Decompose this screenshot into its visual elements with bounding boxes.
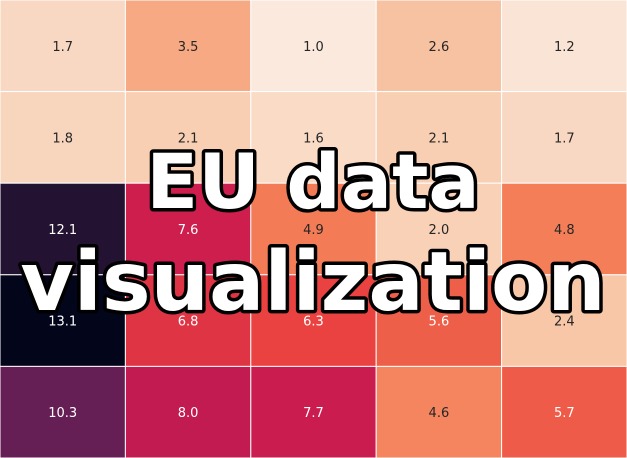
heatmap-cell-label-r1-c0: 1.8 <box>52 131 73 146</box>
heatmap-cell-label-r4-c4: 5.7 <box>554 406 575 421</box>
heatmap-cell-label-r0-c3: 2.6 <box>429 40 450 55</box>
heatmap-cell-r1-c0 <box>0 91 126 184</box>
heatmap-cell-label-r1-c2: 1.6 <box>303 131 324 146</box>
heatmap-cell-label-r2-c0: 12.1 <box>48 223 77 238</box>
heatmap-cell-label-r2-c4: 4.8 <box>554 223 575 238</box>
heatmap-cell-label-r3-c1: 6.8 <box>178 315 199 330</box>
heatmap-cell-r2-c3 <box>375 182 503 276</box>
heatmap-cell-r3-c1 <box>124 274 252 367</box>
heatmap-cell-r2-c2 <box>250 182 377 276</box>
heatmap-cell-r3-c2 <box>250 274 377 367</box>
heatmap-cell-label-r3-c3: 5.6 <box>429 315 450 330</box>
heatmap-cell-r4-c3 <box>375 365 503 458</box>
heatmap-cell-r0-c3 <box>375 0 503 93</box>
heatmap-cell-r1-c1 <box>124 91 252 184</box>
heatmap-cell-r4-c0 <box>0 365 126 458</box>
heatmap-cell-r2-c1 <box>124 182 252 276</box>
heatmap-cell-label-r3-c2: 6.3 <box>303 315 324 330</box>
heatmap-cell-r4-c1 <box>124 365 252 458</box>
heatmap-cell-label-r0-c4: 1.2 <box>554 40 575 55</box>
heatmap-cell-label-r1-c3: 2.1 <box>429 131 450 146</box>
heatmap-cell-r1-c3 <box>375 91 503 184</box>
heatmap-cell-labels: 1.7 3.5 1.0 2.6 1.2 1.8 2.1 1.6 2.1 1.7 12.1 7.6 4.9… <box>48 40 574 421</box>
heatmap-cell-label-r4-c0: 10.3 <box>48 406 77 421</box>
heatmap-cell-label-r4-c3: 4.6 <box>429 406 450 421</box>
heatmap-cell-r2-c4 <box>501 182 627 276</box>
heatmap-cell-r0-c1 <box>124 0 252 93</box>
heatmap-cell-label-r2-c3: 2.0 <box>429 223 450 238</box>
heatmap-cell-label-r3-c4: 2.4 <box>554 315 575 330</box>
heatmap-cell-label-r2-c2: 4.9 <box>303 223 324 238</box>
heatmap-cell-label-r4-c1: 8.0 <box>178 406 199 421</box>
heatmap-cell-r3-c3 <box>375 274 503 367</box>
heatmap-cell-label-r2-c1: 7.6 <box>178 223 199 238</box>
heatmap-cell-r2-c0 <box>0 182 126 276</box>
heatmap-cell-r1-c4 <box>501 91 627 184</box>
heatmap-cell-label-r1-c1: 2.1 <box>178 131 199 146</box>
heatmap-cell-r0-c0 <box>0 0 126 93</box>
heatmap-cell-r1-c2 <box>250 91 377 184</box>
heatmap-cell-r3-c0 <box>0 274 126 367</box>
heatmap-cell-r3-c4 <box>501 274 627 367</box>
heatmap-cell-r0-c4 <box>501 0 627 93</box>
heatmap-cell-label-r1-c4: 1.7 <box>554 131 575 146</box>
heatmap-cell-label-r0-c2: 1.0 <box>303 40 324 55</box>
heatmap-cell-label-r3-c0: 13.1 <box>48 315 77 330</box>
heatmap-cell-label-r0-c0: 1.7 <box>52 40 73 55</box>
heatmap-cell-label-r4-c2: 7.7 <box>303 406 324 421</box>
heatmap-cell-label-r0-c1: 3.5 <box>178 40 199 55</box>
